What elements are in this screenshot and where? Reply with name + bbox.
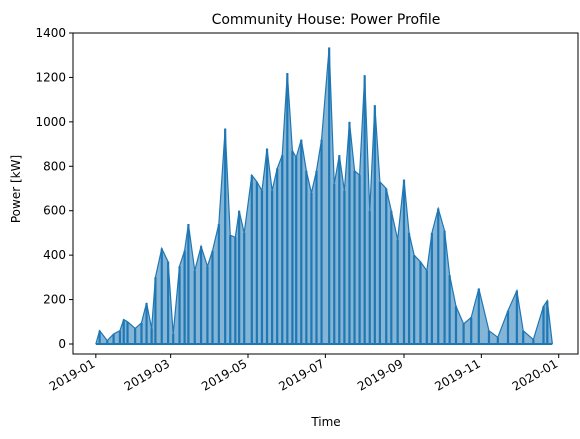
- chart-title: Community House: Power Profile: [212, 12, 441, 28]
- series-power: [95, 47, 553, 346]
- x-tick-label: 2019-03: [122, 356, 172, 393]
- y-tick-label: 1200: [35, 70, 66, 84]
- x-tick-label: 2019-11: [432, 356, 482, 393]
- y-tick-label: 200: [43, 293, 66, 307]
- y-tick-label: 400: [43, 248, 66, 262]
- x-tick-label: 2019-05: [199, 356, 249, 393]
- x-axis-label: Time: [310, 415, 340, 429]
- x-tick-label: 2019-01: [47, 356, 97, 393]
- y-tick-label: 0: [58, 337, 66, 351]
- y-tick-label: 1000: [35, 115, 66, 129]
- y-axis-label: Power [kW]: [9, 155, 23, 223]
- series-line: [95, 47, 553, 345]
- x-tick-label: 2019-07: [276, 356, 326, 393]
- y-tick-label: 1400: [35, 26, 66, 40]
- y-tick-label: 600: [43, 204, 66, 218]
- x-tick-label: 2020-01: [510, 356, 560, 393]
- y-tick-label: 800: [43, 159, 66, 173]
- x-tick-label: 2019-09: [355, 356, 405, 393]
- series-fill: [95, 47, 553, 345]
